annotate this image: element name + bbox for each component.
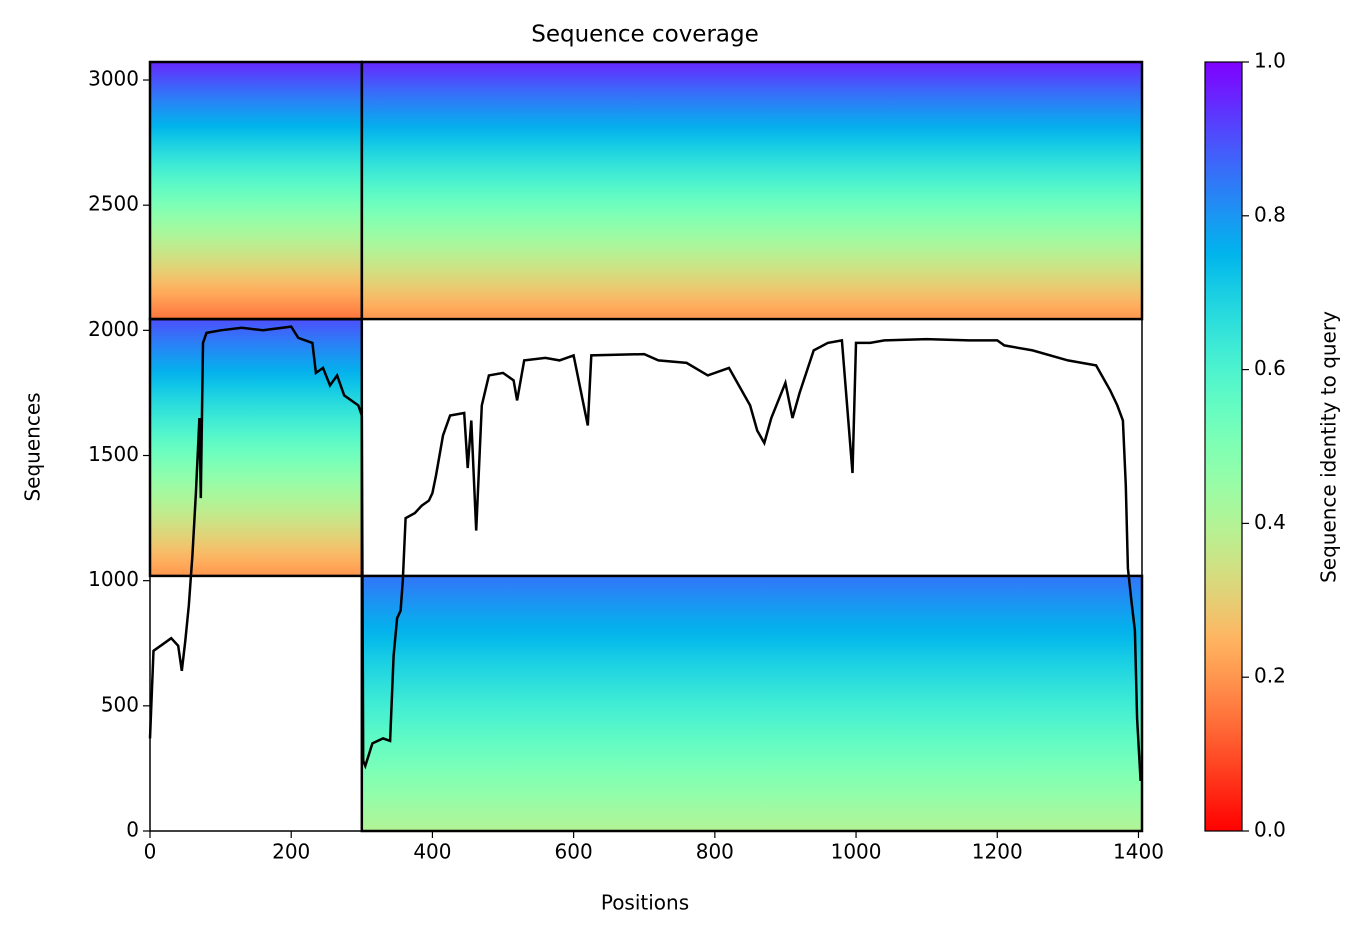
x-axis-label: Positions	[601, 891, 689, 915]
chart-title: Sequence coverage	[531, 22, 759, 48]
colorbar-tick-label: 0.4	[1254, 510, 1286, 534]
y-tick-label: 500	[101, 692, 139, 716]
x-tick-label: 0	[144, 840, 157, 864]
y-tick-label: 0	[126, 818, 139, 842]
x-tick-label: 1000	[831, 840, 882, 864]
colorbar-tick-label: 0.0	[1254, 818, 1286, 842]
x-tick-label: 800	[696, 840, 734, 864]
x-tick-label: 200	[272, 840, 310, 864]
msa-block	[361, 62, 1142, 320]
y-tick-label: 1500	[88, 442, 139, 466]
plot-frame	[149, 61, 1143, 832]
colorbar-tick-label: 0.6	[1254, 356, 1286, 380]
colorbar	[1204, 61, 1243, 832]
msa-block	[150, 62, 362, 320]
msa-block	[150, 319, 362, 576]
y-tick-label: 2000	[88, 317, 139, 341]
colorbar-tick-label: 0.2	[1254, 664, 1286, 688]
coverage-line	[148, 325, 1142, 781]
x-tick-label: 1200	[972, 840, 1023, 864]
y-axis-label: Sequences	[21, 392, 45, 501]
x-tick-label: 600	[555, 840, 593, 864]
y-tick-label: 1000	[88, 567, 139, 591]
x-tick-label: 400	[413, 840, 451, 864]
colorbar-label: Sequence identity to query	[1317, 311, 1341, 583]
y-tick-label: 3000	[88, 67, 139, 91]
x-tick-label: 1400	[1113, 840, 1164, 864]
y-tick-label: 2500	[88, 192, 139, 216]
colorbar-tick-label: 1.0	[1254, 49, 1286, 73]
colorbar-tick-label: 0.8	[1254, 202, 1286, 226]
msa-block	[361, 575, 1142, 831]
